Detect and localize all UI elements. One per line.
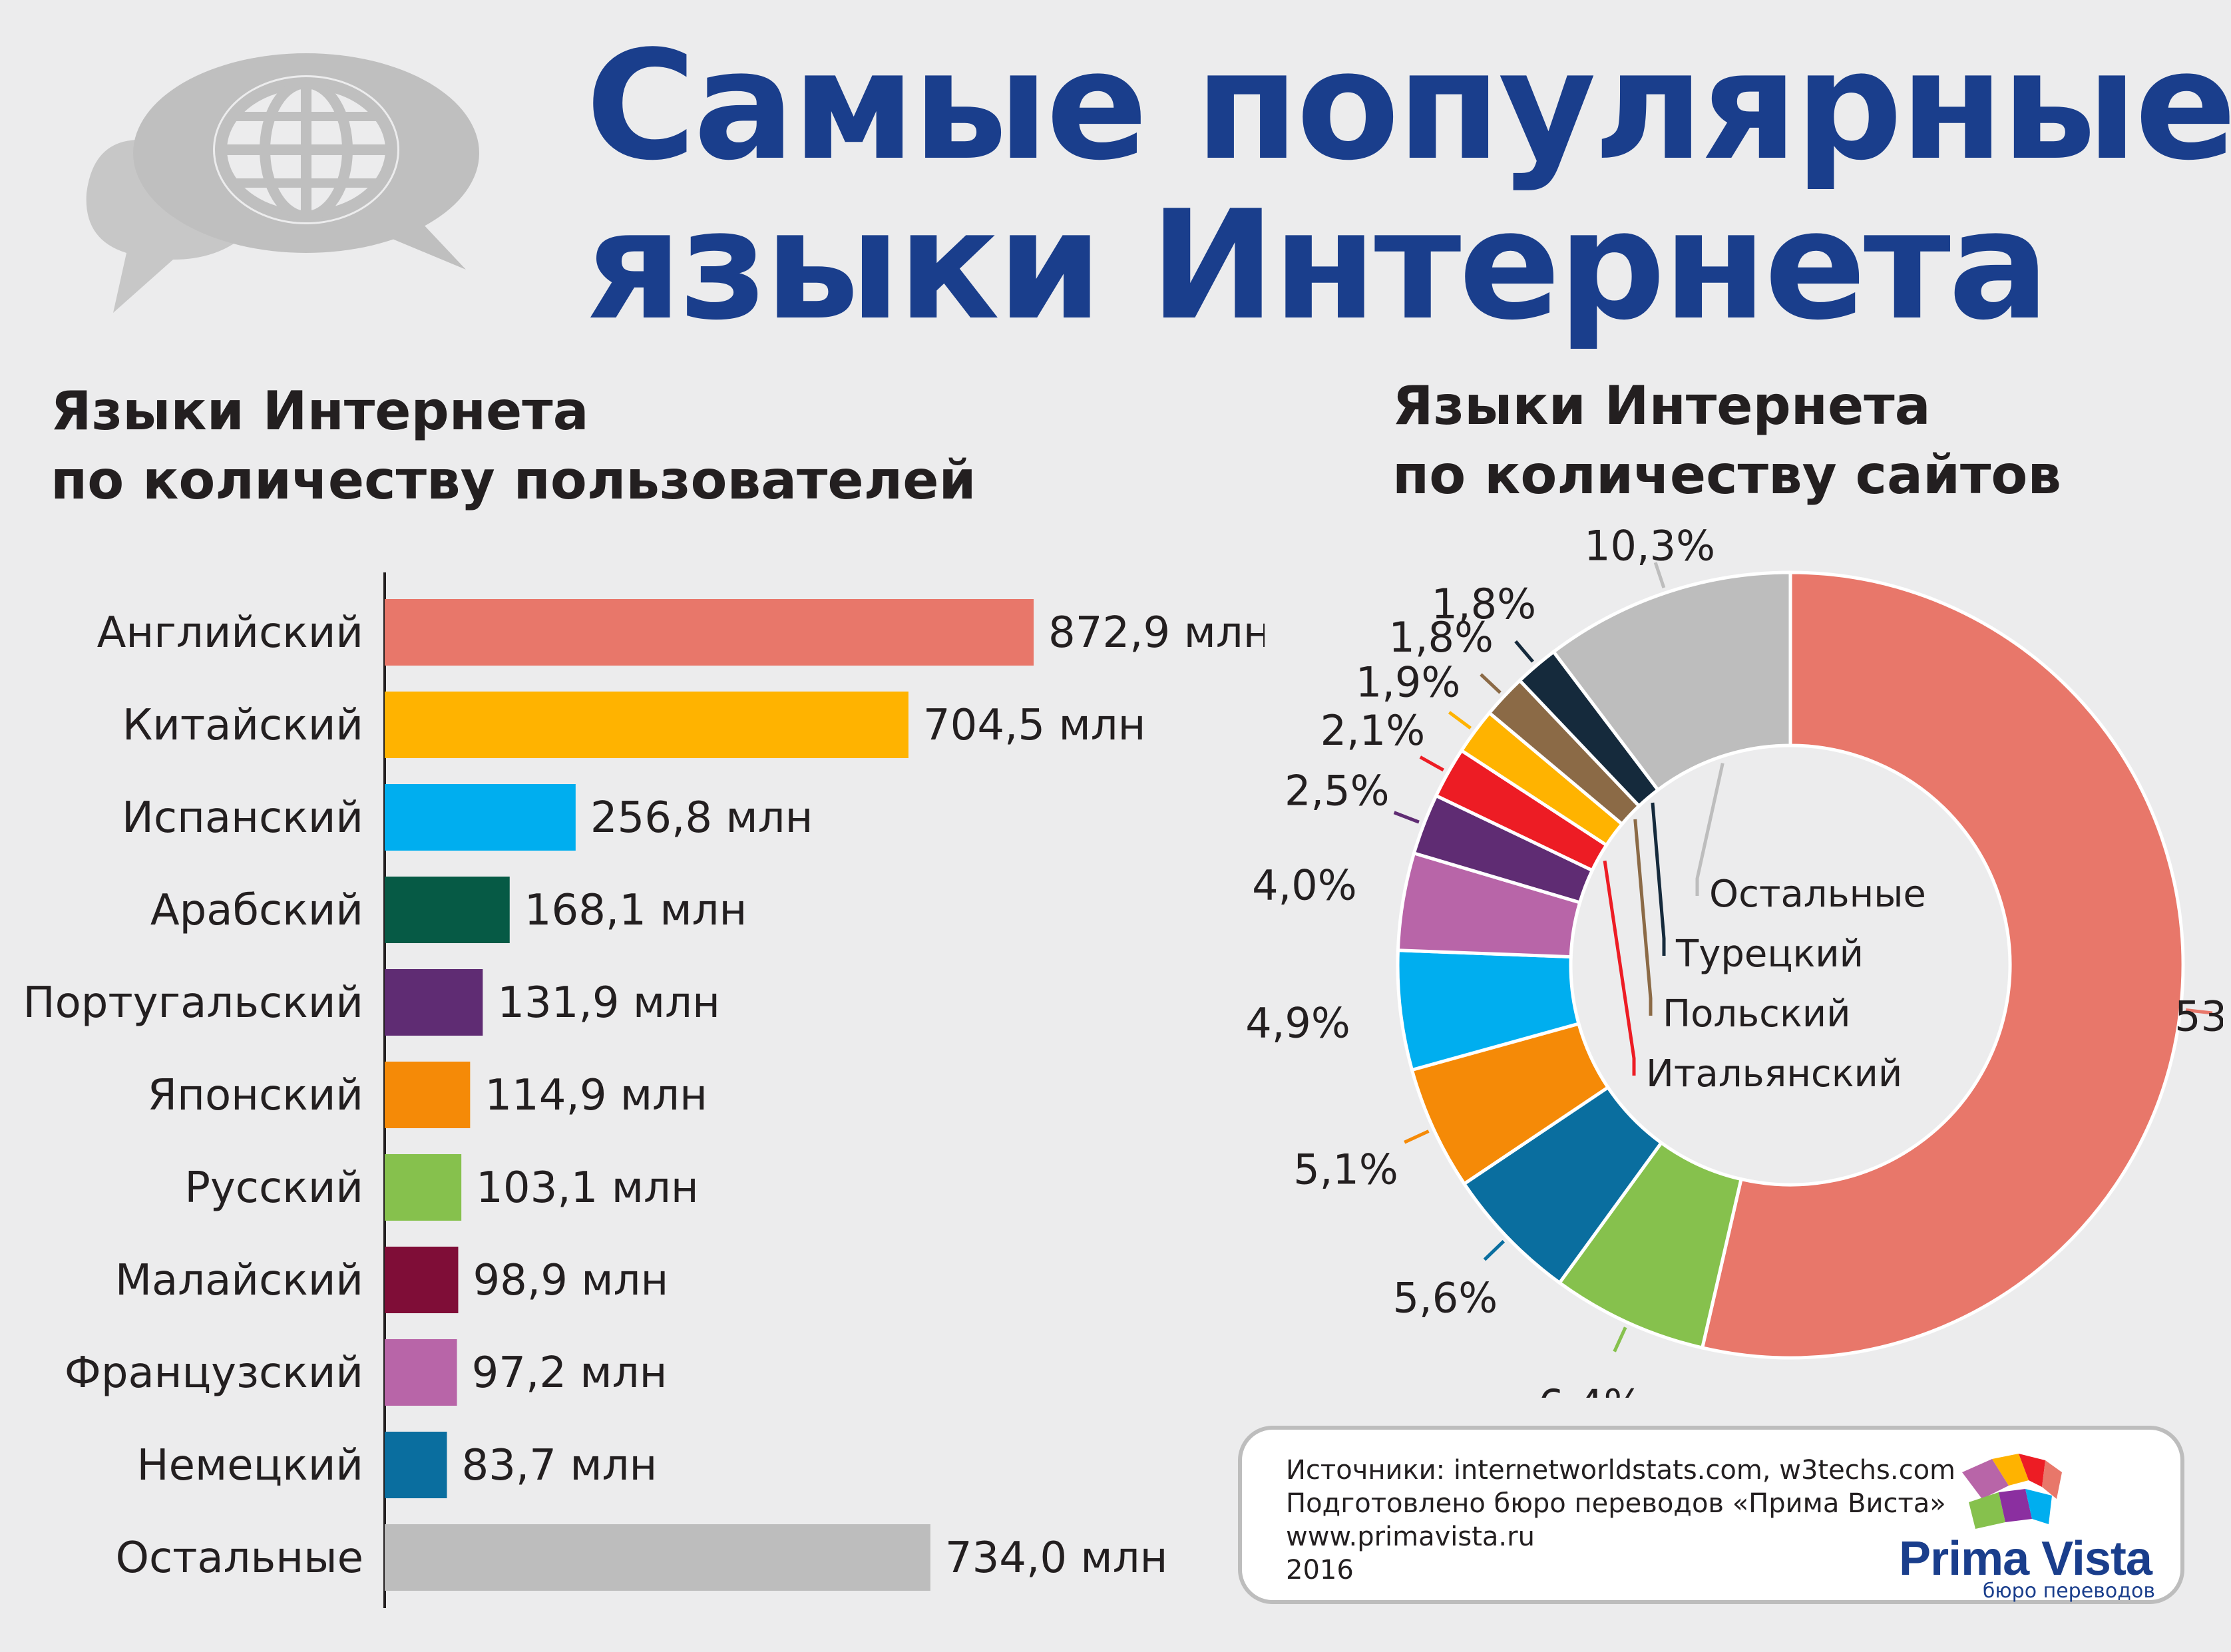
donut-annotation-label: Турецкий [1675, 932, 1864, 976]
logo-name: Prima Vista [1899, 1532, 2152, 1585]
donut-percent-label: 5,1% [1293, 1145, 1398, 1194]
bar [385, 877, 510, 943]
bar-value-label: 734,0 млн [945, 1534, 1168, 1583]
donut-leader-line [1514, 640, 1534, 663]
bar-category-label: Арабский [150, 886, 363, 935]
bar-category-label: Остальные [116, 1534, 363, 1583]
annotation-pointer-line [1633, 819, 1653, 1016]
bar-chart-title-line1: Языки Интернета [51, 380, 589, 442]
page-title-line2: языки Интернета [586, 178, 2049, 353]
bar-category-label: Французский [65, 1348, 363, 1398]
donut-slice [1551, 570, 1792, 793]
donut-annotation-label: Итальянский [1646, 1052, 1902, 1096]
donut-chart: 53,6%6,4%5,6%5,1%4,9%4,0%2,5%2,1%1,9%1,8… [1245, 522, 2223, 1398]
bar-value-label: 131,9 млн [497, 978, 720, 1028]
donut-leader-line [1448, 711, 1472, 729]
bar [385, 1247, 459, 1313]
bar [385, 599, 1034, 666]
donut-percent-label: 1,9% [1356, 658, 1461, 706]
logo-tagline: бюро переводов [1982, 1579, 2155, 1603]
donut-leader-line [1404, 1130, 1430, 1144]
bar-category-label: Немецкий [136, 1441, 363, 1490]
source-line-3: www.primavista.ru [1286, 1522, 1535, 1552]
bar-chart-title-line2: по количеству пользователей [51, 449, 976, 511]
bar-chart: Английский 872,9 млн Китайский 704,5 млн Исп… [23, 572, 1265, 1608]
donut-percent-label: 10,3% [1584, 522, 1715, 570]
donut-chart-title: Языки Интернета по количеству сайтов [1392, 371, 2061, 510]
bar-value-label: 83,7 млн [461, 1441, 657, 1490]
donut-percent-label: 2,5% [1285, 767, 1390, 815]
donut-leader-line [1419, 755, 1444, 772]
donut-percent-label: 1,8% [1432, 580, 1537, 628]
donut-leader-line [1653, 562, 1666, 588]
bar-category-label: Испанский [122, 793, 363, 843]
bar [385, 692, 909, 758]
annotation-pointer-line [1603, 860, 1636, 1076]
bar-value-label: 872,9 млн [1048, 608, 1265, 658]
donut-percent-label: 1,8% [1388, 613, 1494, 662]
bar [385, 1432, 447, 1498]
bar-value-label: 103,1 млн [476, 1163, 699, 1213]
donut-leader-line [1483, 1240, 1505, 1261]
bar [385, 1062, 471, 1128]
donut-leader-line [1393, 811, 1420, 824]
bar [385, 784, 576, 851]
bar-category-label: Португальский [23, 978, 363, 1028]
bar [385, 969, 483, 1036]
page-title-line1: Самые популярные [586, 19, 2231, 194]
donut-leader-line [1613, 1327, 1627, 1352]
bar-value-label: 256,8 млн [590, 793, 813, 843]
donut-percent-label: 6,4% [1538, 1380, 1643, 1398]
globe-speech-bubbles-icon [86, 53, 479, 313]
donut-leader-line [1480, 673, 1502, 694]
bar-value-label: 168,1 млн [524, 886, 747, 935]
donut-percent-label: 5,6% [1393, 1273, 1498, 1322]
donut-chart-title-line2: по количеству сайтов [1392, 444, 2061, 506]
source-line-2: Подготовлено бюро переводов «Прима Виста… [1286, 1488, 1946, 1519]
donut-percent-label: 2,1% [1320, 706, 1426, 755]
donut-annotation-label: Польский [1663, 992, 1851, 1036]
donut-chart-title-line1: Языки Интернета [1392, 375, 1931, 437]
bar-category-label: Английский [97, 608, 363, 658]
bar-category-label: Малайский [115, 1256, 363, 1305]
annotation-pointer-line [1651, 802, 1666, 956]
bar-category-label: Русский [184, 1163, 363, 1213]
bar-value-label: 98,9 млн [473, 1256, 668, 1305]
donut-annotation-label: Остальные [1709, 873, 1926, 916]
bar-value-label: 114,9 млн [485, 1071, 708, 1120]
logo-cubes-icon [1962, 1454, 2062, 1529]
bar [385, 1154, 462, 1221]
donut-leader-line [2185, 1008, 2213, 1015]
source-text: Источники: internetworldstats.com, w3tec… [1286, 1454, 1955, 1587]
page-title: Самые популярные языки Интернета [586, 27, 2231, 346]
donut-percent-label: 4,9% [1245, 998, 1350, 1047]
prima-vista-logo: Prima Vista бюро переводов [1882, 1446, 2162, 1601]
donut-slice [1700, 570, 2185, 1360]
donut-percent-label: 53,6% [2174, 992, 2223, 1041]
annotation-pointer-line [1695, 763, 1724, 896]
bar-category-label: Японский [148, 1071, 363, 1120]
bar-chart-title: Языки Интернета по количеству пользовате… [51, 377, 976, 515]
source-line-4: 2016 [1286, 1555, 1354, 1585]
source-box: Источники: internetworldstats.com, w3tec… [1238, 1426, 2184, 1604]
source-line-1: Источники: internetworldstats.com, w3tec… [1286, 1455, 1956, 1486]
bar [385, 1524, 930, 1591]
bar-value-label: 97,2 млн [472, 1348, 668, 1398]
donut-percent-label: 4,0% [1252, 861, 1357, 910]
bar-category-label: Китайский [122, 701, 363, 750]
bar [385, 1339, 457, 1406]
bar-value-label: 704,5 млн [923, 701, 1146, 750]
